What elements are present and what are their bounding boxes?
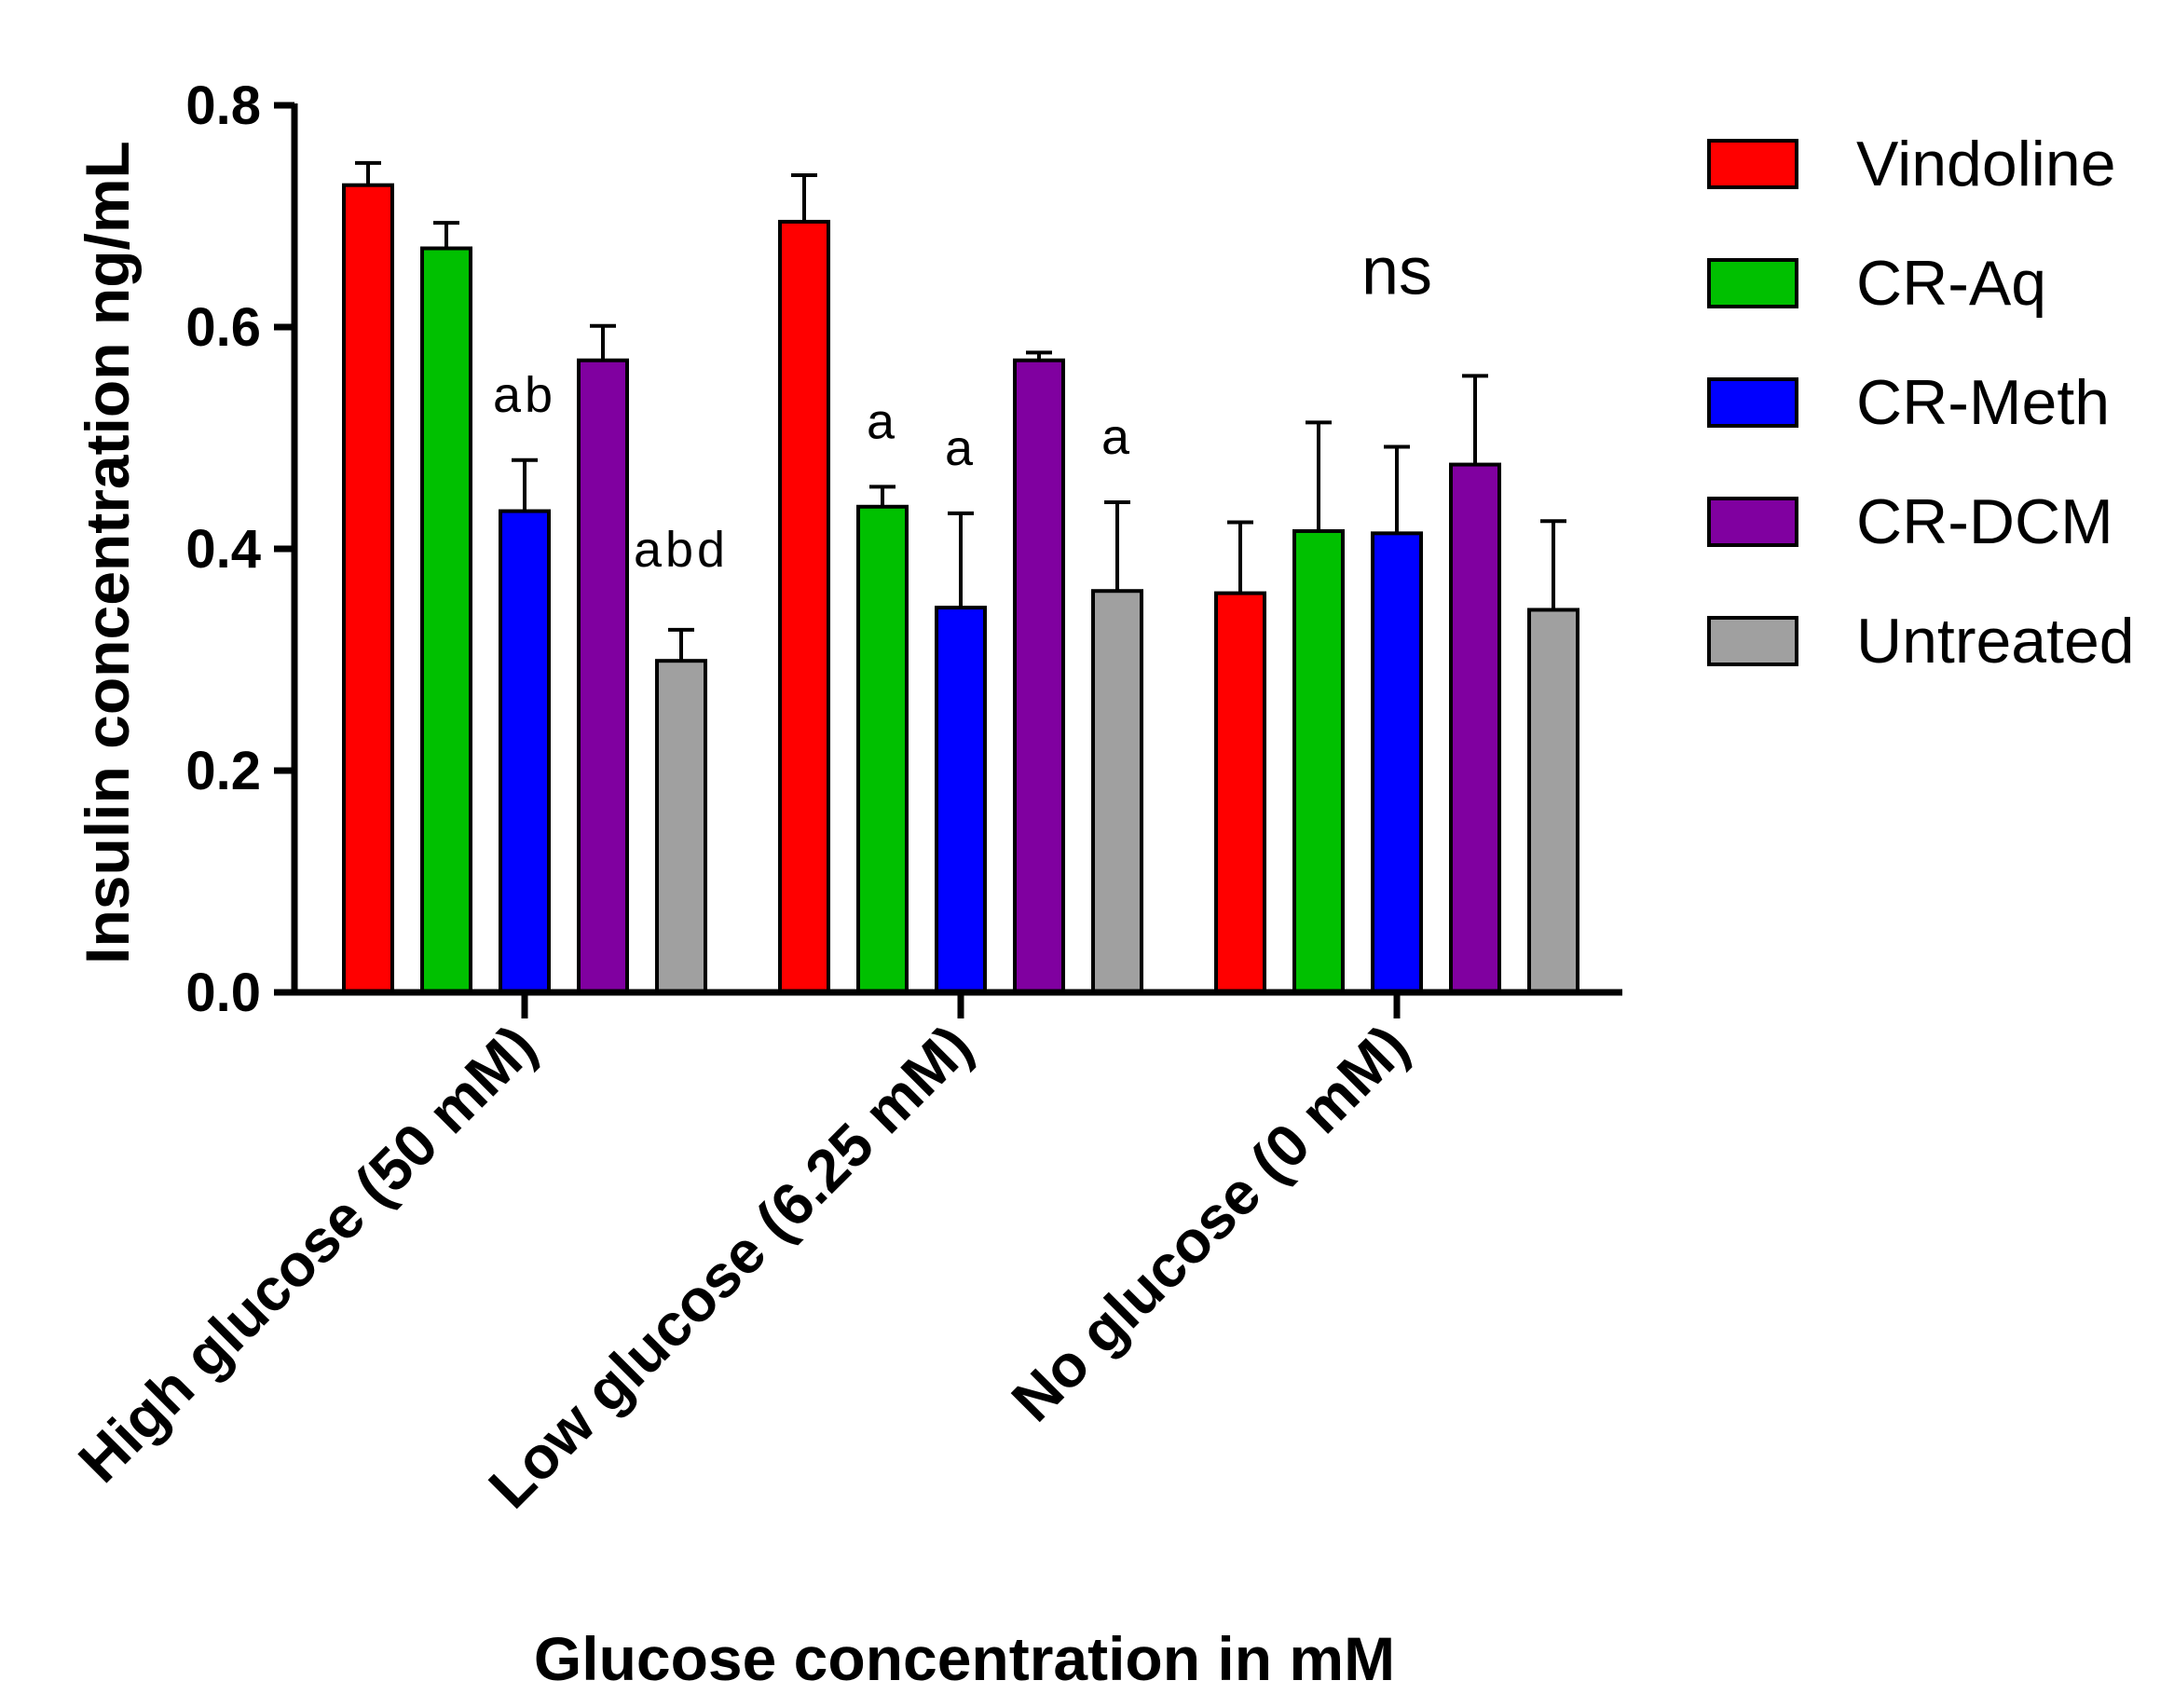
bar-cr-aq-0 xyxy=(420,246,472,994)
bar-cr-dcm-0 xyxy=(577,358,629,994)
significance-label: ns xyxy=(1361,234,1432,308)
bar-untreated-1 xyxy=(1091,589,1143,994)
legend-swatch-cr-dcm xyxy=(1707,497,1798,547)
bar-cr-aq-2 xyxy=(1292,528,1345,995)
legend-swatch-vindoline xyxy=(1707,139,1798,189)
legend-label-cr-meth: CR-Meth xyxy=(1856,367,2110,438)
significance-label: ab xyxy=(493,367,556,423)
y-axis-title: Insulin concentration ng/mL xyxy=(73,141,142,964)
y-tick-label: 0.6 xyxy=(185,297,261,358)
plot-area: 0.0 0.2 0.4 0.6 0.8 High glucose (50 mM)Low g… xyxy=(65,75,1622,1521)
legend: Vindoline CR-Aq CR-Meth CR-DCM Untreated xyxy=(1707,129,2135,676)
x-category-label: No glucose (0 mM) xyxy=(999,1012,1421,1434)
significance-label: abd xyxy=(634,522,729,578)
legend-swatch-untreated xyxy=(1707,616,1798,666)
bar-vindoline-2 xyxy=(1214,591,1266,994)
y-tick-label: 0.4 xyxy=(185,519,261,580)
bar-untreated-0 xyxy=(655,659,707,994)
bar-vindoline-1 xyxy=(778,219,830,994)
bar-cr-meth-0 xyxy=(499,509,551,994)
x-category-label: High glucose (50 mM) xyxy=(65,1012,549,1496)
bar-cr-meth-1 xyxy=(935,606,987,994)
legend-swatch-cr-meth xyxy=(1707,377,1798,428)
y-tick-label: 0.2 xyxy=(185,741,261,801)
bar-cr-meth-2 xyxy=(1371,531,1423,995)
significance-label: a xyxy=(1101,409,1133,465)
legend-label-untreated: Untreated xyxy=(1856,606,2135,676)
legend-label-cr-aq: CR-Aq xyxy=(1856,248,2046,319)
bar-cr-dcm-2 xyxy=(1449,462,1501,994)
bar-untreated-2 xyxy=(1527,608,1579,994)
legend-label-vindoline: Vindoline xyxy=(1856,129,2116,199)
y-tick-label: 0.8 xyxy=(185,75,261,136)
significance-label: a xyxy=(867,393,898,449)
legend-label-cr-dcm: CR-DCM xyxy=(1856,486,2113,557)
bar-vindoline-0 xyxy=(342,183,394,994)
bar-cr-aq-1 xyxy=(856,504,909,994)
y-tick-label: 0.0 xyxy=(185,963,261,1023)
bar-cr-dcm-1 xyxy=(1013,358,1065,994)
x-category-label: Low glucose (6.25 mM) xyxy=(476,1012,985,1521)
significance-label: a xyxy=(945,420,977,476)
legend-swatch-cr-aq xyxy=(1707,258,1798,308)
x-axis-title: Glucose concentration in mM xyxy=(534,1624,1395,1693)
